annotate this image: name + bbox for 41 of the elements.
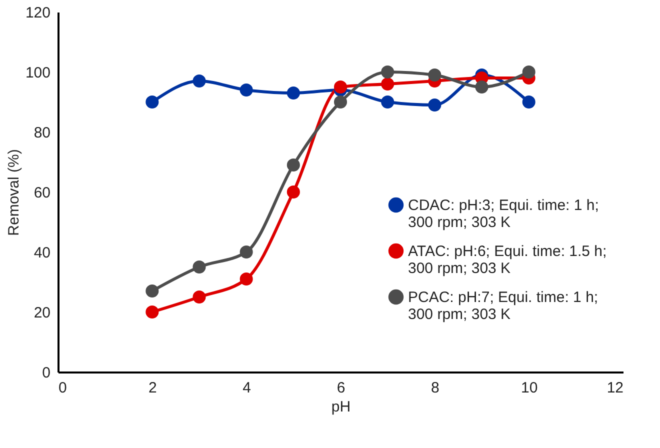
x-tick-label: 2 (148, 380, 157, 396)
x-axis-title: pH (331, 398, 351, 416)
y-tick-label: 80 (34, 124, 50, 142)
x-tick-label: 8 (430, 380, 440, 396)
x-tick-label: 12 (606, 380, 624, 396)
point (428, 98, 442, 112)
y-tick-label: 0 (42, 364, 50, 382)
point (286, 158, 300, 172)
y-axis-title: Removal (%) (5, 149, 22, 236)
point (381, 65, 394, 79)
legend-label: PCAC: pH:7; Equi. time: 1 h; 300 rpm; 303 K (408, 289, 598, 323)
point (146, 284, 159, 298)
point (240, 272, 253, 286)
y-tick-label: 100 (25, 64, 50, 82)
y-tick-label: 40 (34, 244, 50, 262)
point (522, 65, 536, 79)
point (146, 305, 159, 319)
y-tick-label: 60 (34, 184, 50, 202)
point (428, 68, 442, 82)
point (192, 290, 206, 304)
point (146, 95, 159, 109)
y-tick-label: 120 (25, 4, 50, 22)
point (381, 95, 394, 109)
point (334, 95, 348, 109)
point (286, 185, 300, 199)
y-tick-label: 20 (34, 304, 50, 322)
point (381, 77, 394, 91)
point (240, 83, 253, 97)
point (192, 260, 206, 274)
x-tick-label: 6 (336, 380, 346, 396)
legend-label: CDAC: pH:3; Equi. time: 1 h; 300 rpm; 303 K (408, 197, 599, 231)
point (240, 245, 253, 259)
x-tick-label: 10 (520, 380, 538, 396)
point (334, 80, 348, 94)
point (286, 86, 300, 100)
x-tick-label: 4 (242, 380, 252, 396)
point (475, 80, 488, 94)
x-tick-label: 0 (58, 380, 67, 396)
legend-label: ATAC: pH:6; Equi. time: 1.5 h; 300 rpm; 303 K (408, 243, 607, 277)
point (192, 74, 206, 88)
point (522, 95, 536, 109)
